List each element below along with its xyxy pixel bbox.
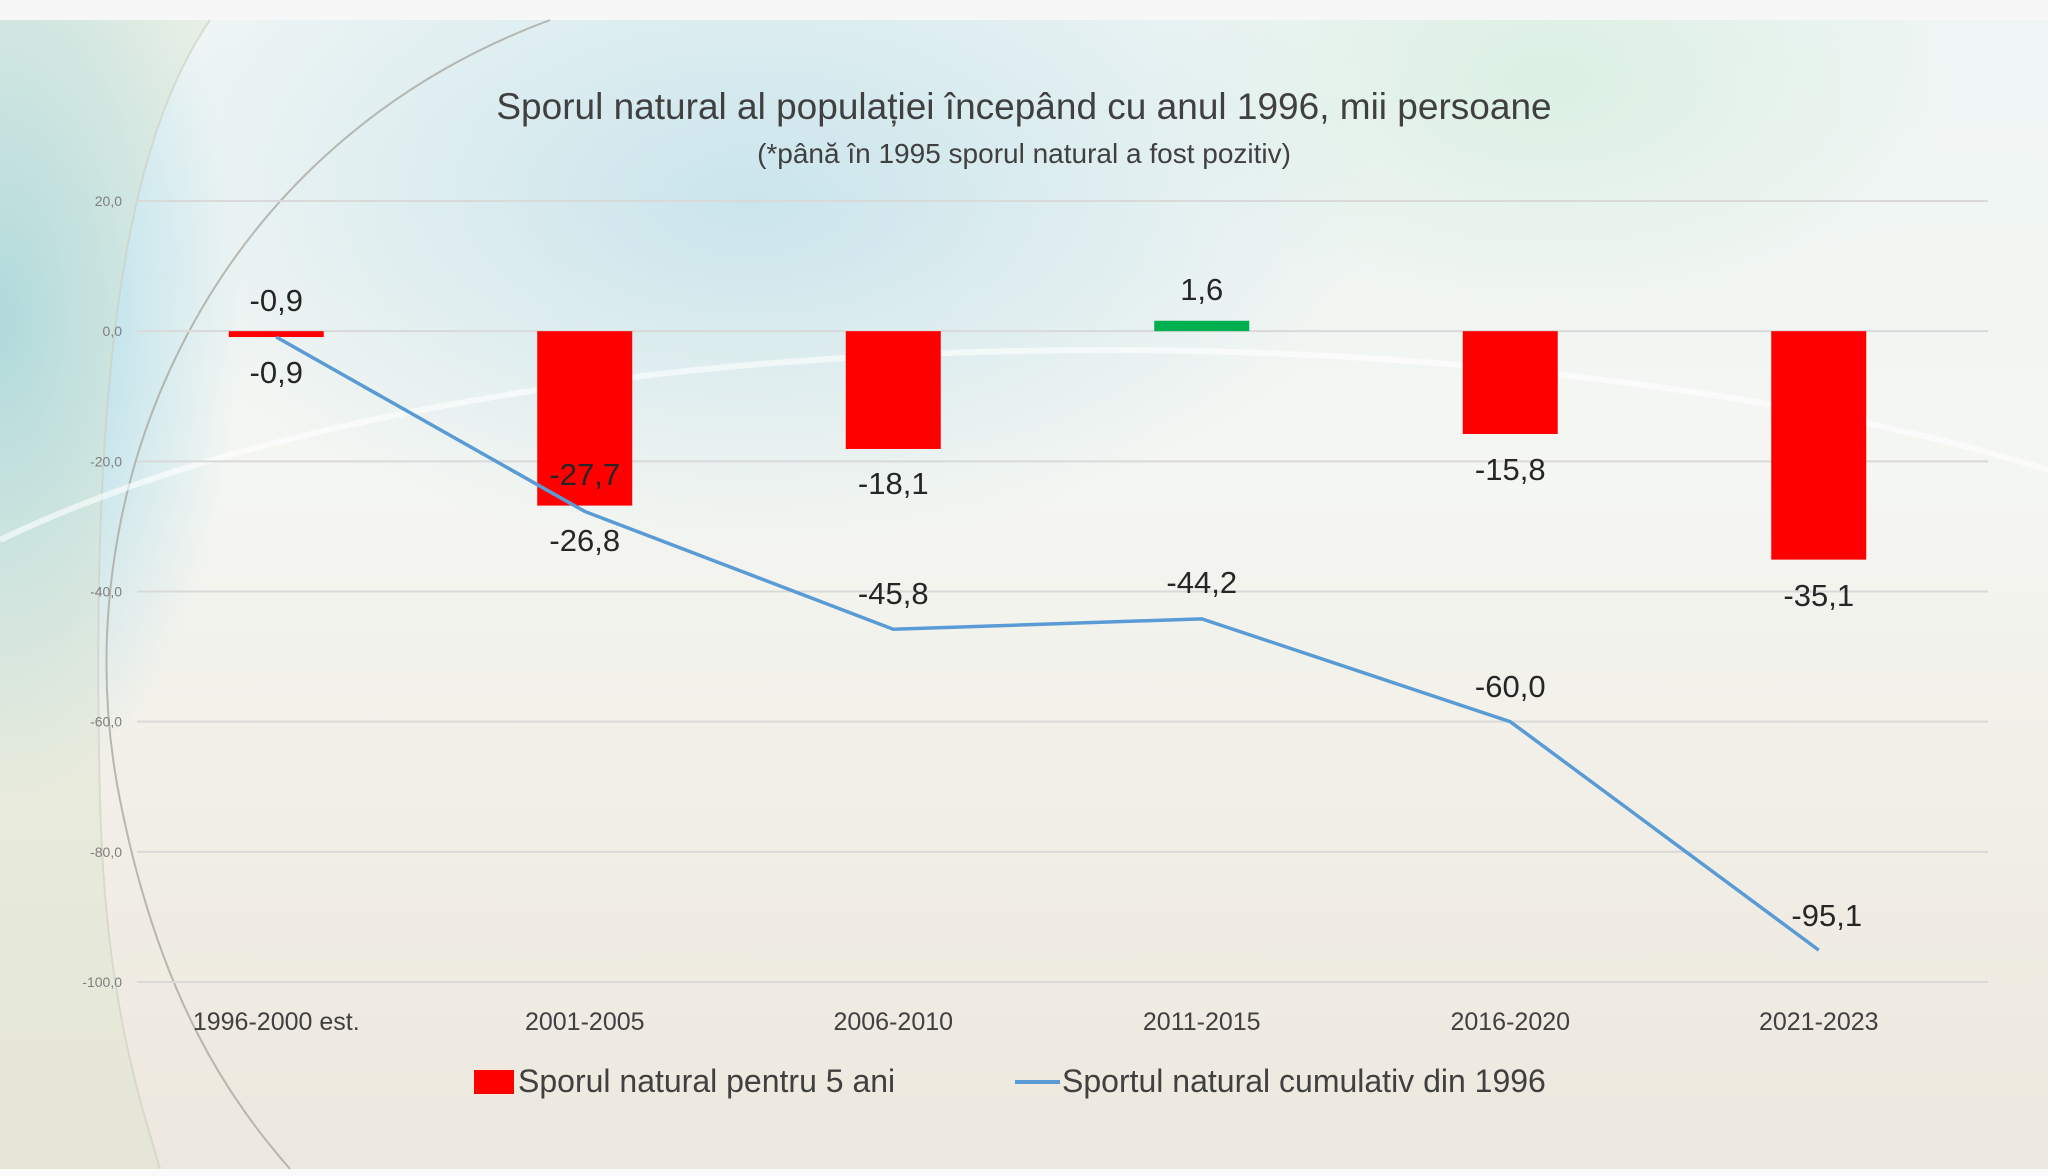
line-data-label: -0,9 — [250, 355, 303, 390]
y-tick-label: -20,0 — [90, 453, 122, 469]
bottom-strip — [0, 1169, 2048, 1176]
legend-bar-swatch — [474, 1070, 514, 1094]
bar — [1154, 320, 1250, 332]
line-data-label: -45,8 — [858, 576, 929, 611]
bar — [1771, 331, 1867, 560]
y-tick-label: -60,0 — [90, 714, 122, 730]
slide-background — [0, 20, 2048, 1169]
bar — [1462, 331, 1558, 434]
x-tick-label: 2001-2005 — [525, 1008, 645, 1036]
y-tick-label: -80,0 — [90, 844, 122, 860]
bar — [845, 331, 941, 449]
bar — [537, 331, 633, 506]
line-data-label: -60,0 — [1475, 669, 1546, 704]
y-tick-label: 0,0 — [103, 323, 123, 339]
top-strip — [0, 0, 2048, 20]
bar-data-label: -27,7 — [549, 457, 620, 492]
y-tick-label: 20,0 — [95, 193, 122, 209]
bar-data-label: -15,8 — [1475, 452, 1546, 487]
cumulative-line — [275, 335, 1820, 952]
x-tick-label: 2016-2020 — [1450, 1008, 1570, 1036]
line-data-label: -26,8 — [549, 523, 620, 558]
legend-bar-label: Sporul natural pentru 5 ani — [518, 1063, 895, 1099]
x-tick-label: 1996-2000 est. — [193, 1008, 360, 1036]
line-data-label: -44,2 — [1166, 565, 1237, 600]
bar-data-label: -18,1 — [858, 466, 929, 501]
y-tick-label: -100,0 — [82, 974, 122, 990]
y-tick-label: -40,0 — [90, 584, 122, 600]
chart-title: Sporul natural al populației începând cu… — [496, 86, 1552, 127]
x-tick-label: 2021-2023 — [1759, 1008, 1879, 1036]
chart-subtitle: (*până în 1995 sporul natural a fost poz… — [757, 138, 1291, 169]
bar-data-label: -0,9 — [250, 283, 303, 318]
x-tick-label: 2011-2015 — [1143, 1008, 1261, 1036]
x-tick-label: 2006-2010 — [833, 1008, 953, 1036]
bar-data-label: 1,6 — [1180, 272, 1223, 307]
bar — [228, 331, 324, 338]
legend-line-label: Sportul natural cumulativ din 1996 — [1062, 1063, 1546, 1099]
bar-data-label: -35,1 — [1783, 578, 1854, 613]
line-data-label: -95,1 — [1791, 898, 1862, 933]
